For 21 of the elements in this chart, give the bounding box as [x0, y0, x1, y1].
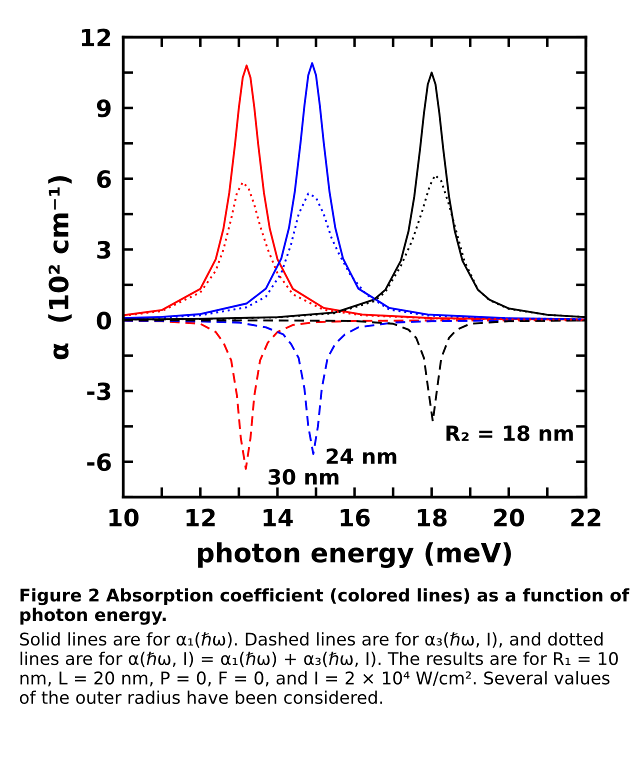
annotation: 24 nm — [326, 448, 396, 464]
y-tick-label: 9 — [96, 99, 111, 118]
text: Solid lines are for α₁(ℏω). Dashed lines are for α₃(ℏω, I), and dotted lines are for α(ℏω, I) = α₁(ℏω) + α₃(ℏω, I). The results are for R₁ = 10 nm, L = 20 nm, P = 0, F = 0, and I = 2 × 10⁴ W/cm². Several values of the outer radius have been considered. — [20, 632, 618, 704]
x-tick-label: 20 — [494, 508, 524, 527]
x-axis-title: photon energy (meV) — [198, 542, 511, 568]
caption: Figure 2 Absorption coefficient (colored lines) as a function of photon energy. — [20, 588, 630, 625]
y-tick-label: 12 — [82, 28, 110, 46]
y-tick-label: 0 — [96, 312, 111, 330]
x-tick-label: 22 — [571, 508, 600, 526]
annotation: R₂ = 18 nm — [446, 425, 573, 442]
y-tick-label: -6 — [87, 453, 111, 472]
x-tick-label: 10 — [109, 508, 139, 527]
x-tick-label: 14 — [264, 508, 293, 526]
annotation: 30 nm — [268, 469, 338, 485]
x-tick-label: 16 — [340, 508, 370, 527]
y-tick-label: 3 — [97, 240, 110, 259]
y-axis-title: α (10² cm⁻¹) — [48, 176, 72, 360]
x-tick-label: 12 — [186, 508, 215, 526]
y-tick-label: 6 — [97, 170, 111, 188]
x-tick-label: 18 — [418, 508, 447, 527]
y-tick-label: -3 — [87, 382, 110, 400]
